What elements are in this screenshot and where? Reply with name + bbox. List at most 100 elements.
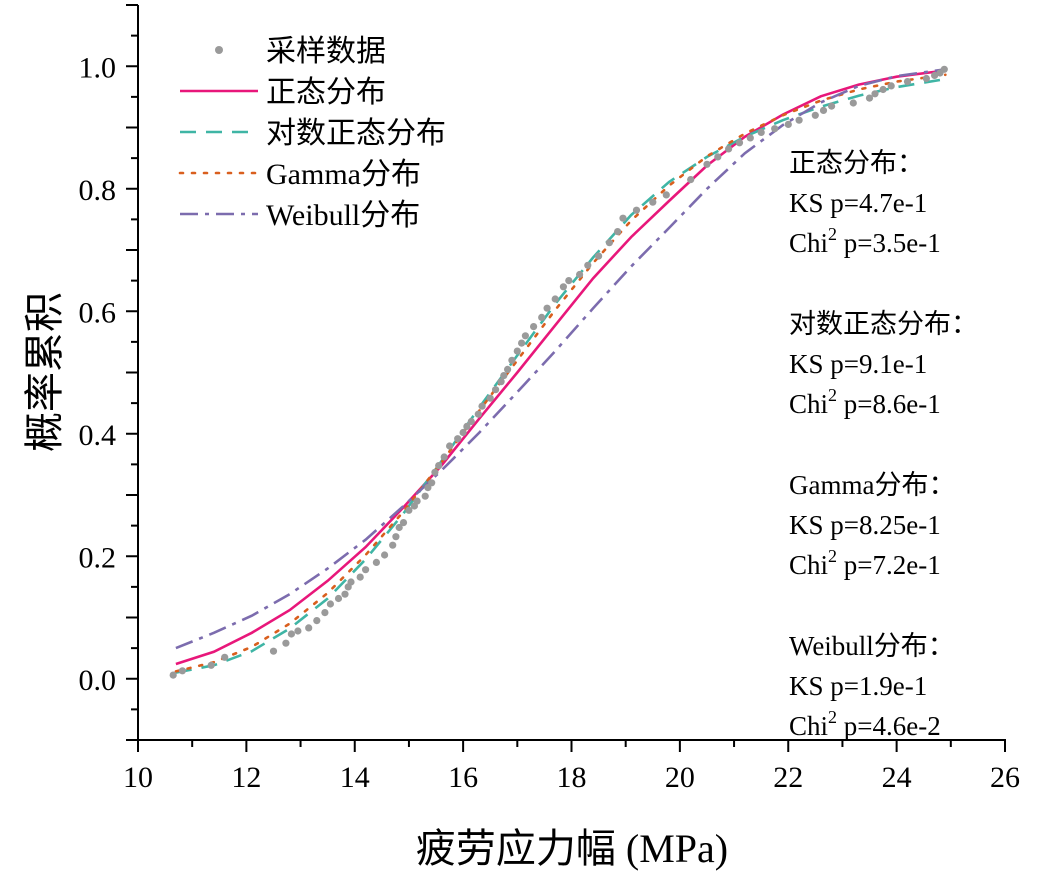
legend-label: 采样数据	[266, 35, 386, 68]
sample-point	[735, 139, 744, 147]
sample-point	[500, 372, 508, 380]
sample-point	[828, 102, 836, 110]
sample-point	[395, 523, 403, 532]
sample-point	[649, 198, 657, 206]
sample-point	[605, 239, 614, 247]
y-tick-label: 0.0	[79, 664, 117, 697]
sample-point	[421, 492, 429, 500]
sample-point	[405, 506, 413, 514]
legend-label: Gamma分布	[266, 158, 421, 191]
stats-title: 对数正态分布：	[789, 309, 978, 339]
sample-point	[178, 667, 186, 675]
sample-point	[478, 402, 486, 410]
sample-point	[871, 90, 879, 98]
sample-point	[940, 65, 948, 73]
x-tick-label: 18	[557, 761, 587, 794]
stats-chi: Chi2 p=4.6e-2	[789, 707, 941, 741]
y-tick-label: 0.6	[79, 296, 117, 329]
sample-point	[811, 111, 819, 119]
stats-chi-value: p=4.6e-2	[837, 711, 941, 741]
sample-point	[518, 339, 526, 347]
legend-label: 对数正态分布	[266, 117, 446, 150]
stats-title: 正态分布：	[789, 148, 924, 178]
sample-point	[565, 277, 573, 285]
stats-chi-superscript: 2	[828, 224, 837, 244]
sample-point	[399, 519, 408, 527]
sample-point	[341, 590, 349, 598]
sample-point	[632, 206, 641, 214]
stats-chi: Chi2 p=8.6e-1	[789, 385, 941, 419]
sample-point	[513, 347, 521, 355]
sample-point	[559, 283, 568, 291]
sample-point	[424, 484, 432, 492]
sample-point	[576, 270, 584, 279]
sample-point	[504, 365, 512, 373]
stats-ks: KS p=4.7e-1	[789, 188, 927, 218]
sample-point	[321, 609, 329, 617]
y-axis-title: 概率累积	[22, 292, 67, 452]
sample-point	[287, 630, 295, 638]
sample-point	[530, 323, 538, 331]
series-line-solid	[175, 69, 946, 666]
sample-point	[746, 134, 754, 142]
sample-point	[413, 497, 421, 505]
sample-point	[497, 378, 505, 386]
legend-marker-points	[215, 46, 223, 54]
x-axis-ticks: 10 12 14 16 18 20 22 24 26	[123, 740, 1020, 794]
sample-point	[584, 261, 592, 269]
sample-point	[392, 533, 400, 541]
stats-chi: Chi2 p=7.2e-1	[789, 546, 941, 580]
x-tick-label: 26	[990, 761, 1020, 794]
sample-point	[725, 145, 733, 153]
sample-point	[356, 573, 364, 581]
series-line-dotted	[174, 73, 947, 673]
stats-ks: KS p=1.9e-1	[789, 671, 927, 701]
sample-point	[207, 661, 215, 669]
stats-ks: KS p=9.1e-1	[789, 349, 927, 379]
y-axis-ticks: 0.0 0.2 0.4 0.6 0.8 1.0	[79, 4, 138, 741]
sample-point	[551, 295, 559, 303]
sample-point	[381, 551, 389, 559]
sample-point	[435, 462, 443, 470]
sample-point	[294, 627, 302, 635]
sample-point	[334, 594, 343, 603]
stats-chi-prefix: Chi	[789, 228, 828, 258]
sample-point	[463, 422, 471, 430]
sample-point	[313, 617, 321, 625]
sample-point	[771, 125, 779, 133]
sample-point	[269, 647, 278, 655]
sample-point	[795, 116, 803, 124]
sample-point	[865, 94, 874, 102]
sample-point	[428, 479, 436, 487]
sample-point	[614, 228, 622, 236]
stats-chi-superscript: 2	[828, 546, 837, 566]
sample-point	[440, 453, 448, 461]
stats-chi-prefix: Chi	[789, 550, 828, 580]
sample-point	[619, 214, 627, 222]
stats-title: Weibull分布：	[789, 631, 955, 661]
stats-chi-superscript: 2	[828, 707, 837, 727]
y-tick-label: 0.2	[79, 541, 117, 574]
sample-point	[543, 304, 551, 312]
stats-title: Gamma分布：	[789, 470, 955, 500]
stats-ks: KS p=8.25e-1	[789, 510, 941, 540]
sample-point	[347, 578, 355, 586]
x-tick-label: 20	[665, 761, 695, 794]
plot-area	[169, 65, 948, 679]
stats-chi-value: p=3.5e-1	[837, 228, 941, 258]
sample-point	[784, 120, 792, 128]
stats-chi-superscript: 2	[828, 385, 837, 405]
sample-point	[879, 85, 887, 94]
legend-label: 正态分布	[266, 76, 386, 109]
stats-chi: Chi2 p=3.5e-1	[789, 224, 941, 258]
x-tick-label: 12	[231, 761, 261, 794]
sample-point	[389, 541, 397, 549]
sample-point	[757, 128, 765, 136]
sample-point	[595, 252, 603, 260]
stats-chi-value: p=8.6e-1	[837, 389, 941, 419]
stats-chi-prefix: Chi	[789, 711, 828, 741]
sample-point	[326, 600, 334, 608]
sample-point	[459, 428, 467, 437]
